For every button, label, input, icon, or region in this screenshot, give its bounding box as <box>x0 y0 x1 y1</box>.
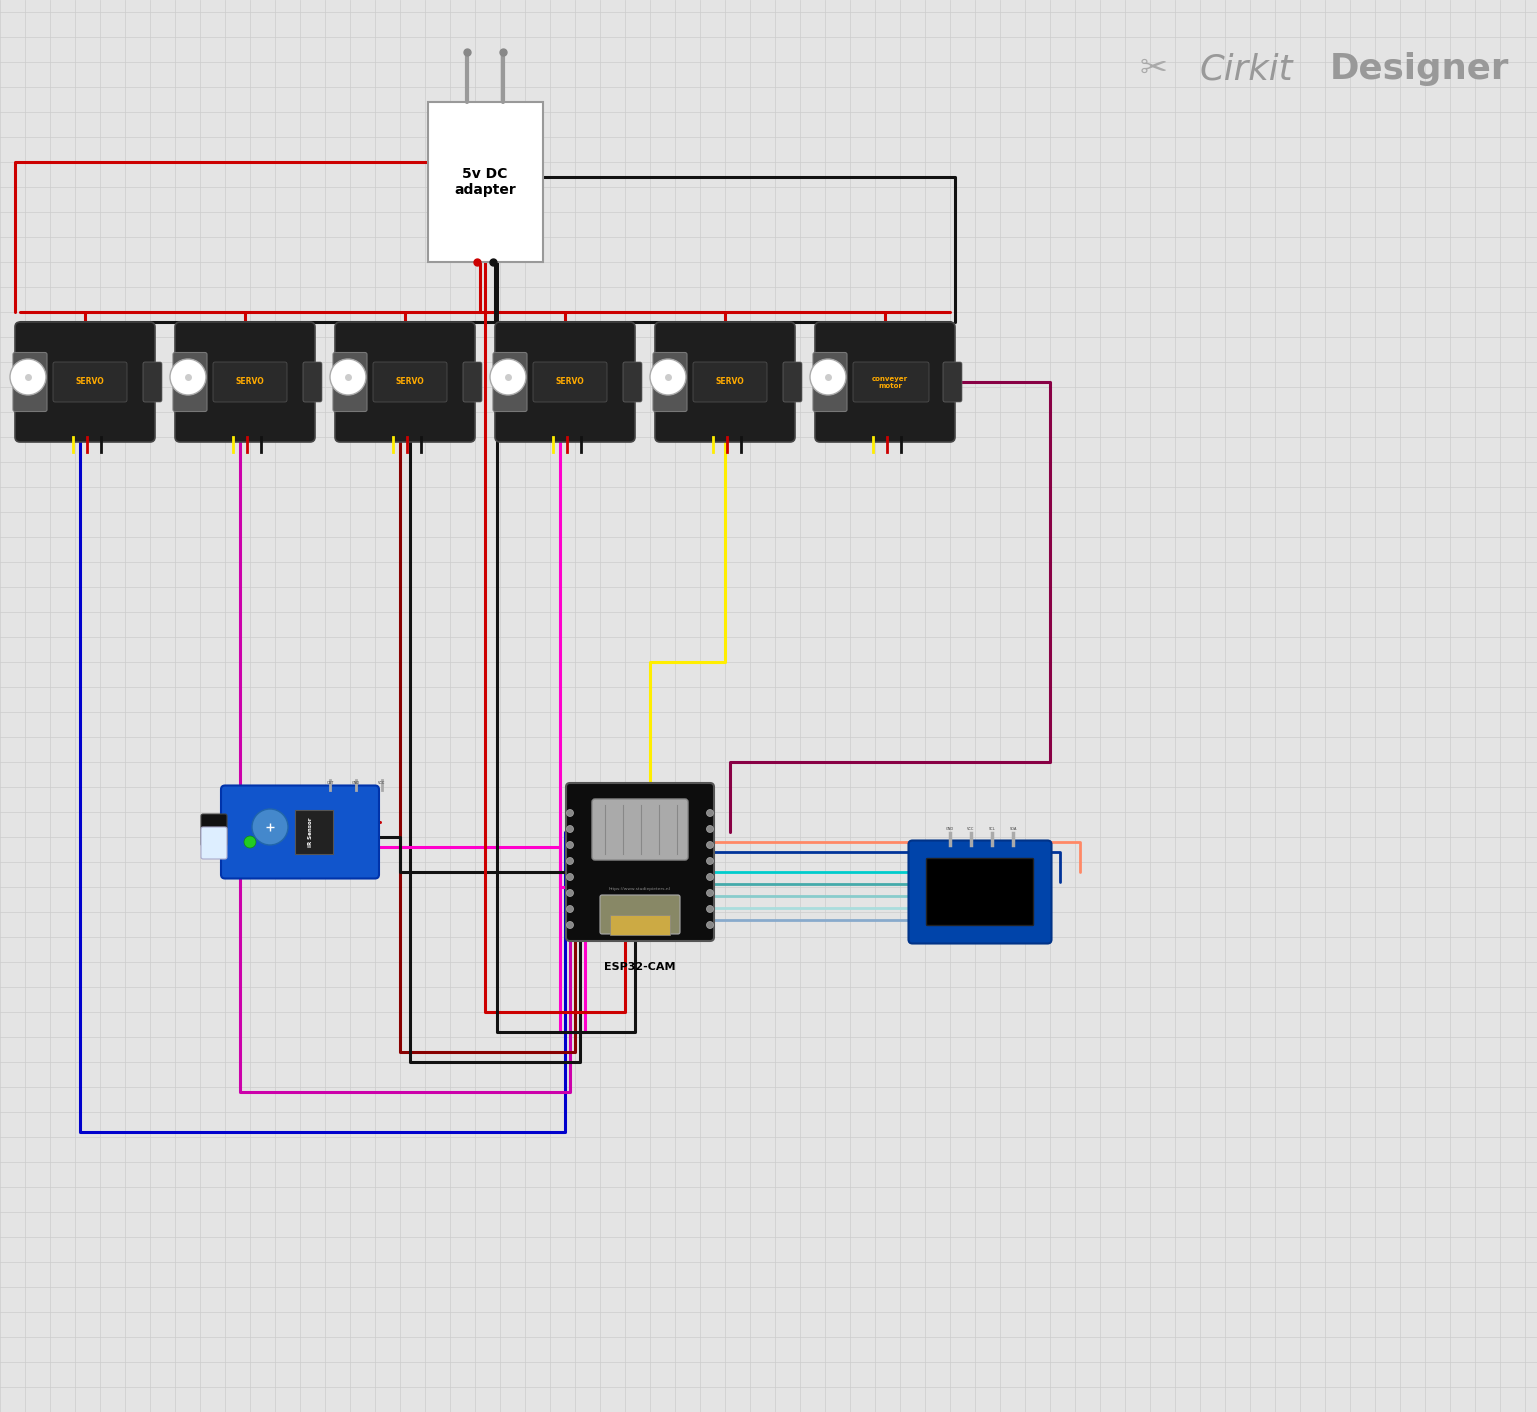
FancyBboxPatch shape <box>495 322 635 442</box>
Text: Designer: Designer <box>1330 52 1509 86</box>
Text: GND: GND <box>352 781 360 785</box>
FancyBboxPatch shape <box>533 361 607 402</box>
FancyBboxPatch shape <box>174 353 207 411</box>
Text: SDA: SDA <box>1010 827 1016 832</box>
Circle shape <box>171 359 206 395</box>
Text: SERVO: SERVO <box>555 377 584 387</box>
Circle shape <box>11 359 46 395</box>
Circle shape <box>810 359 845 395</box>
Circle shape <box>650 359 686 395</box>
Circle shape <box>707 809 713 816</box>
FancyBboxPatch shape <box>782 361 802 402</box>
FancyBboxPatch shape <box>653 353 687 411</box>
FancyBboxPatch shape <box>655 322 795 442</box>
FancyBboxPatch shape <box>693 361 767 402</box>
Text: GND: GND <box>945 827 954 832</box>
Circle shape <box>707 922 713 929</box>
FancyBboxPatch shape <box>303 361 321 402</box>
FancyBboxPatch shape <box>908 840 1051 943</box>
FancyBboxPatch shape <box>12 353 48 411</box>
Circle shape <box>567 890 573 897</box>
Text: 5v DC
adapter: 5v DC adapter <box>453 167 516 198</box>
FancyBboxPatch shape <box>201 813 227 846</box>
FancyBboxPatch shape <box>853 361 928 402</box>
FancyBboxPatch shape <box>15 322 155 442</box>
FancyBboxPatch shape <box>815 322 954 442</box>
FancyBboxPatch shape <box>214 361 287 402</box>
FancyBboxPatch shape <box>427 102 543 263</box>
FancyBboxPatch shape <box>813 353 847 411</box>
Circle shape <box>567 826 573 833</box>
FancyBboxPatch shape <box>201 827 227 858</box>
Text: ✂: ✂ <box>1140 52 1168 85</box>
Circle shape <box>707 874 713 881</box>
Circle shape <box>707 905 713 912</box>
FancyBboxPatch shape <box>52 361 128 402</box>
Text: https://www.studiepieters.nl: https://www.studiepieters.nl <box>609 887 672 891</box>
FancyBboxPatch shape <box>944 361 962 402</box>
Circle shape <box>567 809 573 816</box>
Circle shape <box>490 359 526 395</box>
Circle shape <box>252 809 287 844</box>
FancyBboxPatch shape <box>335 322 475 442</box>
Circle shape <box>707 842 713 849</box>
FancyBboxPatch shape <box>221 785 380 878</box>
FancyBboxPatch shape <box>599 895 679 933</box>
FancyBboxPatch shape <box>622 361 642 402</box>
Circle shape <box>567 874 573 881</box>
Text: SERVO: SERVO <box>395 377 424 387</box>
FancyBboxPatch shape <box>927 858 1033 925</box>
FancyBboxPatch shape <box>592 799 689 860</box>
Circle shape <box>330 359 366 395</box>
Text: conveyer
motor: conveyer motor <box>871 376 908 388</box>
Text: SCL: SCL <box>988 827 996 832</box>
FancyBboxPatch shape <box>610 915 670 935</box>
Circle shape <box>567 922 573 929</box>
Circle shape <box>707 857 713 864</box>
Circle shape <box>707 890 713 897</box>
FancyBboxPatch shape <box>493 353 527 411</box>
Text: SERVO: SERVO <box>235 377 264 387</box>
FancyBboxPatch shape <box>175 322 315 442</box>
Text: Cirkit: Cirkit <box>1200 52 1294 86</box>
FancyBboxPatch shape <box>566 784 715 940</box>
FancyBboxPatch shape <box>373 361 447 402</box>
Text: VCC: VCC <box>967 827 974 832</box>
Text: iR Sensor: iR Sensor <box>307 818 312 847</box>
Circle shape <box>567 842 573 849</box>
Circle shape <box>244 836 257 849</box>
Text: SERVO: SERVO <box>75 377 105 387</box>
Text: SERVO: SERVO <box>716 377 744 387</box>
Circle shape <box>567 857 573 864</box>
Text: OUT: OUT <box>326 781 334 785</box>
Circle shape <box>707 826 713 833</box>
FancyBboxPatch shape <box>143 361 161 402</box>
Circle shape <box>567 905 573 912</box>
Text: VCC: VCC <box>378 781 386 785</box>
FancyBboxPatch shape <box>334 353 367 411</box>
FancyBboxPatch shape <box>295 810 334 854</box>
Text: ESP32-CAM: ESP32-CAM <box>604 962 676 971</box>
FancyBboxPatch shape <box>463 361 483 402</box>
